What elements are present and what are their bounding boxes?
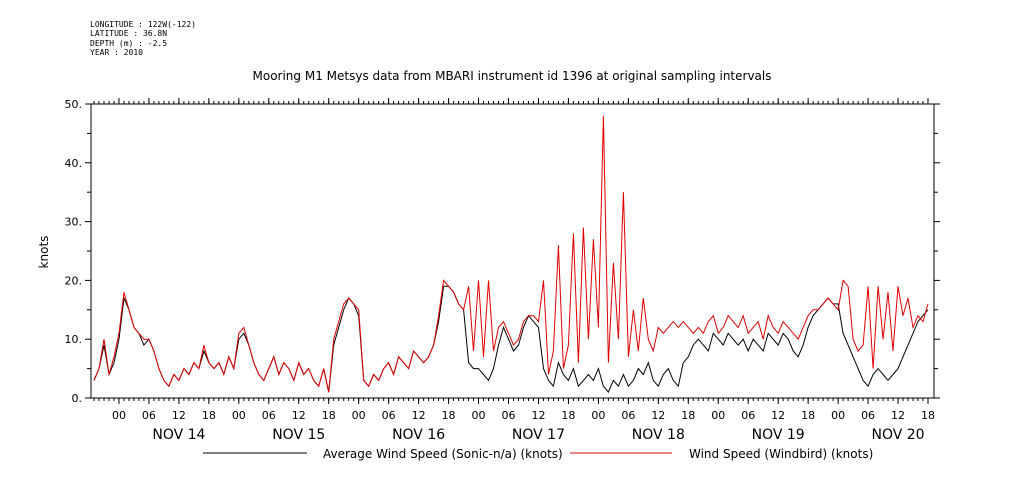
- legend: Average Wind Speed (Sonic-n/a) (knots) W…: [203, 447, 873, 461]
- x-tick-label: 12: [531, 409, 545, 422]
- x-tick-label: 18: [681, 409, 695, 422]
- x-day-label: NOV 16: [392, 427, 445, 443]
- x-tick-label: 12: [891, 409, 905, 422]
- x-tick-label: 12: [412, 409, 426, 422]
- x-axis: 00 06 12 18 00 06 12 18 00 06 12 18 00 06 12 18 00 06 12 18…: [93, 98, 935, 443]
- x-tick-label: 00: [112, 409, 126, 422]
- y-tick-label: 40.: [65, 157, 83, 170]
- y-tick-label: 30.: [65, 216, 83, 229]
- legend-label-average-wind: Average Wind Speed (Sonic-n/a) (knots): [323, 447, 563, 461]
- series-layer: [93, 115, 929, 394]
- x-day-label: NOV 18: [632, 427, 685, 443]
- legend-label-windbird: Wind Speed (Windbird) (knots): [689, 447, 873, 461]
- x-tick-label: 06: [142, 409, 156, 422]
- mooring-metadata: LONGITUDE : 122W(-122) LATITUDE : 36.8N …: [90, 20, 196, 58]
- y-tick-label: 50.: [65, 98, 83, 111]
- x-tick-label: 12: [292, 409, 306, 422]
- x-day-label: NOV 15: [272, 427, 325, 443]
- x-tick-label: 18: [202, 409, 216, 422]
- x-tick-label: 12: [771, 409, 785, 422]
- latitude-label: LATITUDE : 36.8N: [90, 29, 168, 39]
- y-tick-label: 10.: [65, 333, 83, 346]
- x-tick-label: 00: [591, 409, 605, 422]
- x-tick-label: 00: [711, 409, 725, 422]
- depth-label: DEPTH (m) : -2.5: [90, 38, 168, 48]
- x-tick-label: 18: [322, 409, 336, 422]
- x-tick-label: 18: [921, 409, 935, 422]
- series-line-windbird: [93, 115, 929, 393]
- x-tick-label: 12: [172, 409, 186, 422]
- x-tick-label: 18: [801, 409, 815, 422]
- x-tick-label: 00: [232, 409, 246, 422]
- longitude-label: LONGITUDE : 122W(-122): [90, 20, 196, 29]
- x-tick-label: 00: [352, 409, 366, 422]
- x-tick-label: 06: [502, 409, 516, 422]
- y-tick-label: 0.: [72, 392, 83, 405]
- y-axis-label: knots: [37, 236, 51, 269]
- x-day-label: NOV 17: [512, 427, 565, 443]
- x-tick-label: 12: [651, 409, 665, 422]
- x-tick-label: 06: [382, 409, 396, 422]
- x-tick-label: 00: [831, 409, 845, 422]
- y-axis: 0. 10. 20. 30. 40. 50.: [65, 98, 940, 405]
- x-day-label: NOV 20: [871, 427, 924, 443]
- x-tick-label: 06: [262, 409, 276, 422]
- x-tick-label: 18: [561, 409, 575, 422]
- x-tick-label: 18: [442, 409, 456, 422]
- y-tick-label: 20.: [65, 274, 83, 287]
- year-label: YEAR : 2010: [90, 48, 143, 58]
- x-tick-label: 06: [861, 409, 875, 422]
- x-day-label: NOV 19: [752, 427, 805, 443]
- x-tick-label: 06: [621, 409, 635, 422]
- x-tick-label: 00: [472, 409, 486, 422]
- plot-frame: [90, 103, 935, 399]
- x-tick-label: 06: [741, 409, 755, 422]
- x-day-label: NOV 14: [152, 427, 205, 443]
- chart-title: Mooring M1 Metsys data from MBARI instru…: [253, 69, 772, 83]
